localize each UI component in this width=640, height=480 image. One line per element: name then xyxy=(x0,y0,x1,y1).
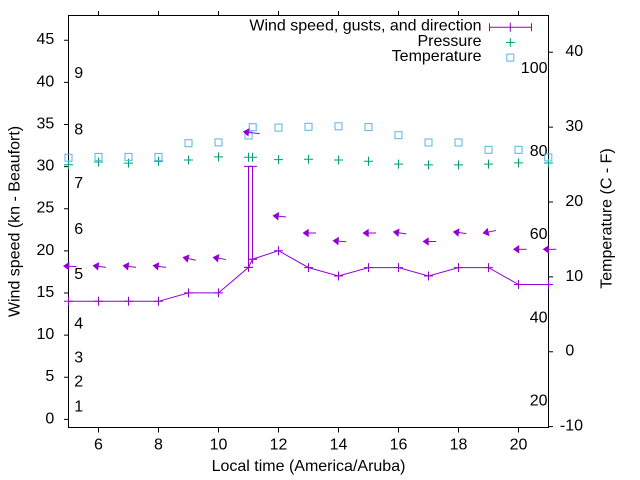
svg-text:20: 20 xyxy=(510,437,528,454)
svg-text:5: 5 xyxy=(45,368,54,385)
svg-text:6: 6 xyxy=(74,221,83,238)
svg-text:6: 6 xyxy=(94,437,103,454)
svg-text:9: 9 xyxy=(74,65,83,82)
svg-text:80: 80 xyxy=(530,143,548,160)
svg-text:0: 0 xyxy=(45,410,54,427)
svg-text:10: 10 xyxy=(565,268,583,285)
svg-text:5: 5 xyxy=(74,266,83,283)
svg-text:10: 10 xyxy=(37,326,55,343)
svg-text:30: 30 xyxy=(37,158,55,175)
svg-text:1: 1 xyxy=(74,399,83,416)
svg-text:7: 7 xyxy=(74,175,83,192)
svg-text:35: 35 xyxy=(37,115,55,132)
svg-text:8: 8 xyxy=(154,437,163,454)
svg-text:Pressure: Pressure xyxy=(417,33,481,50)
svg-text:3: 3 xyxy=(74,349,83,366)
svg-text:25: 25 xyxy=(37,200,55,217)
svg-text:100: 100 xyxy=(521,60,548,77)
svg-text:10: 10 xyxy=(210,437,228,454)
svg-text:20: 20 xyxy=(37,242,55,259)
svg-text:-10: -10 xyxy=(560,418,583,435)
svg-text:16: 16 xyxy=(390,437,408,454)
svg-text:14: 14 xyxy=(330,437,348,454)
svg-text:Temperature: Temperature xyxy=(392,48,482,65)
svg-text:Temperature (C - F): Temperature (C - F) xyxy=(599,148,616,288)
svg-text:18: 18 xyxy=(450,437,468,454)
svg-text:Wind speed, gusts, and directi: Wind speed, gusts, and direction xyxy=(249,18,481,35)
svg-text:8: 8 xyxy=(74,121,83,138)
svg-text:40: 40 xyxy=(530,309,548,326)
svg-text:Local time (America/Aruba): Local time (America/Aruba) xyxy=(212,458,406,475)
svg-text:4: 4 xyxy=(74,316,83,333)
svg-text:45: 45 xyxy=(37,31,55,48)
svg-text:40: 40 xyxy=(37,73,55,90)
svg-text:0: 0 xyxy=(565,343,574,360)
svg-text:30: 30 xyxy=(565,118,583,135)
svg-text:12: 12 xyxy=(270,437,288,454)
svg-text:2: 2 xyxy=(74,373,83,390)
svg-text:20: 20 xyxy=(565,193,583,210)
svg-text:Wind speed (kn - Beaufort): Wind speed (kn - Beaufort) xyxy=(7,126,24,317)
svg-text:20: 20 xyxy=(530,393,548,410)
svg-text:40: 40 xyxy=(565,43,583,60)
svg-text:60: 60 xyxy=(530,226,548,243)
svg-text:15: 15 xyxy=(37,284,55,301)
